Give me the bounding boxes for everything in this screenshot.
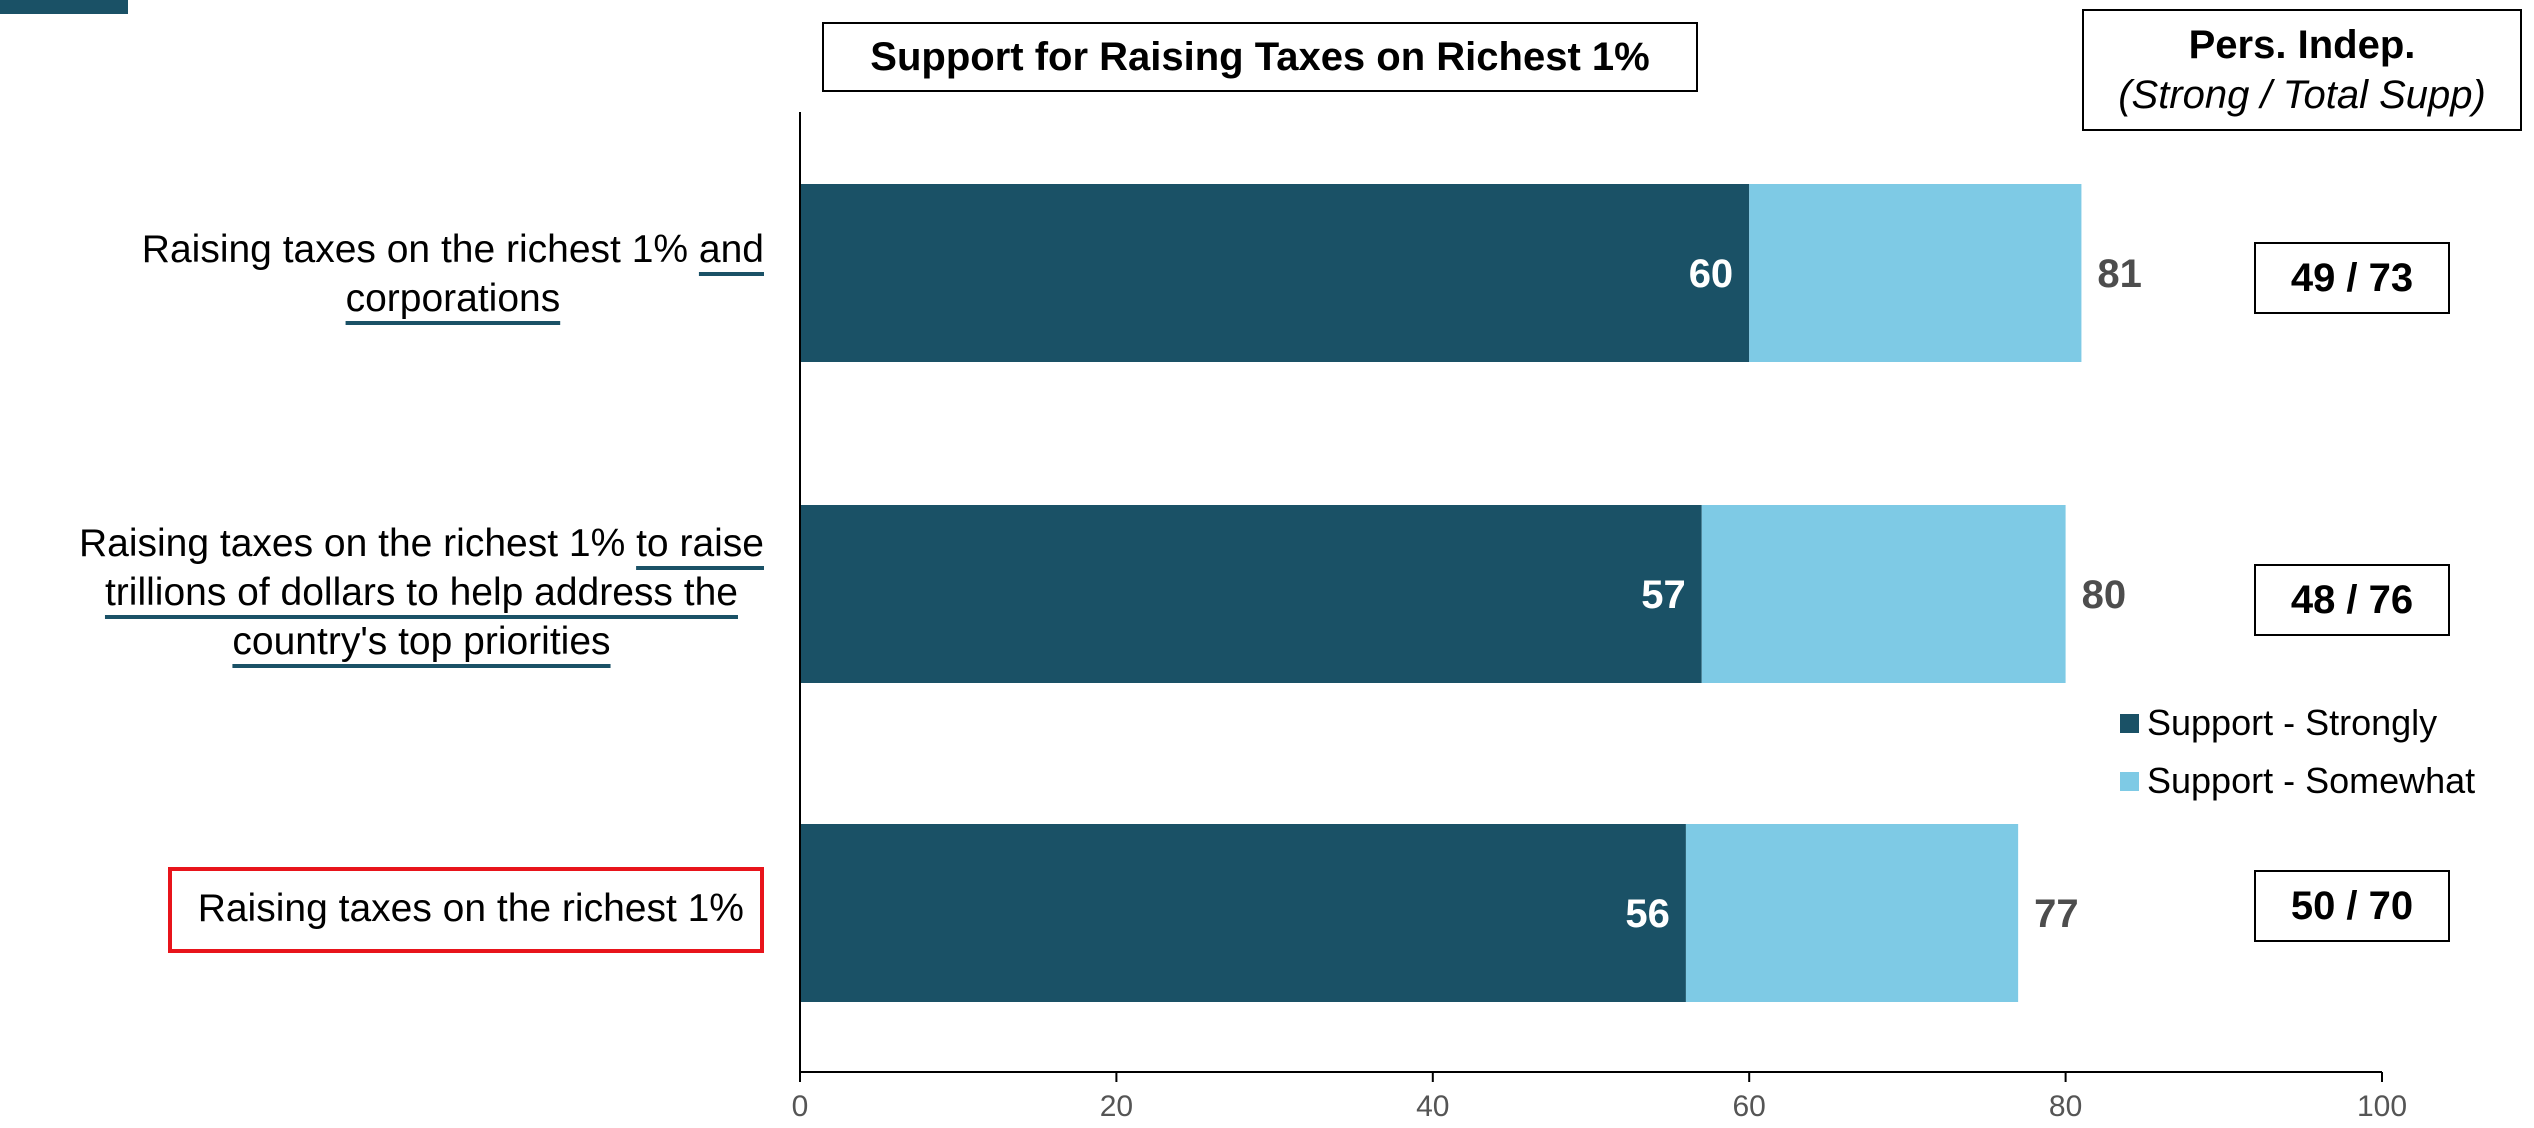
pers-indep-value-3-text: 50 / 70 — [2290, 883, 2414, 928]
bar-somewhat-1 — [1749, 184, 2082, 362]
data-label-strongly-1: 60 — [1689, 252, 1734, 296]
x-tick-label-80: 80 — [2049, 1090, 2082, 1123]
x-tick-label-40: 40 — [1416, 1090, 1449, 1123]
legend-label-strongly: Support - Strongly — [2147, 702, 2438, 743]
category-label-2-lead: Raising taxes on the richest 1% — [78, 522, 637, 565]
pers-indep-header: Pers. Indep. (Strong / Total Supp) — [2082, 9, 2522, 131]
pers-indep-header-title: Pers. Indep. — [2188, 23, 2416, 67]
pers-indep-value-1: 49 / 73 — [2254, 242, 2450, 314]
legend-swatch-somewhat — [2120, 771, 2139, 791]
data-label-strongly-3: 56 — [1625, 892, 1670, 936]
chart-legend: Support - Strongly Support - Somewhat — [2120, 694, 2475, 810]
pers-indep-value-3: 50 / 70 — [2254, 870, 2450, 942]
data-label-strongly-2: 57 — [1641, 573, 1686, 617]
legend-item-somewhat: Support - Somewhat — [2120, 752, 2475, 810]
data-label-total-2: 80 — [2082, 573, 2127, 617]
bar-somewhat-3 — [1685, 824, 2019, 1002]
bar-strongly-1 — [800, 184, 1750, 362]
corner-accent-bar — [0, 0, 128, 14]
legend-swatch-strongly — [2120, 713, 2139, 733]
pers-indep-value-2-text: 48 / 76 — [2290, 577, 2414, 622]
category-label-2-underline-c: country's top priorities — [232, 620, 611, 663]
chart-title: Support for Raising Taxes on Richest 1% — [822, 22, 1698, 92]
bar-somewhat-2 — [1701, 505, 2066, 683]
category-label-1: Raising taxes on the richest 1% and corp… — [142, 225, 764, 323]
pers-indep-value-1-text: 49 / 73 — [2290, 255, 2414, 300]
data-label-total-1: 81 — [2097, 252, 2142, 296]
category-label-1-underline-a: and — [698, 228, 764, 271]
pers-indep-value-2: 48 / 76 — [2254, 564, 2450, 636]
data-label-total-3: 77 — [2034, 892, 2079, 936]
bar-strongly-3 — [800, 824, 1686, 1002]
chart-title-text: Support for Raising Taxes on Richest 1% — [870, 34, 1650, 79]
category-label-3-text: Raising taxes on the richest 1% — [197, 887, 744, 930]
pers-indep-header-subtitle: (Strong / Total Supp) — [2118, 73, 2486, 117]
x-tick-label-0: 0 — [792, 1090, 809, 1123]
legend-label-somewhat: Support - Somewhat — [2147, 760, 2476, 801]
category-label-2: Raising taxes on the richest 1% to raise… — [79, 519, 764, 666]
bar-strongly-2 — [800, 505, 1702, 683]
x-tick-label-60: 60 — [1733, 1090, 1766, 1123]
x-tick-label-100: 100 — [2357, 1090, 2407, 1123]
legend-item-strongly: Support - Strongly — [2120, 694, 2475, 752]
category-label-1-underline-b: corporations — [345, 277, 561, 320]
category-label-3-highlighted: Raising taxes on the richest 1% — [167, 867, 764, 953]
category-label-2-underline-a: to raise — [636, 522, 764, 565]
x-tick-label-20: 20 — [1100, 1090, 1133, 1123]
category-label-2-underline-b: trillions of dollars to help address the — [104, 571, 738, 614]
category-label-1-lead: Raising taxes on the richest 1% — [141, 228, 699, 271]
